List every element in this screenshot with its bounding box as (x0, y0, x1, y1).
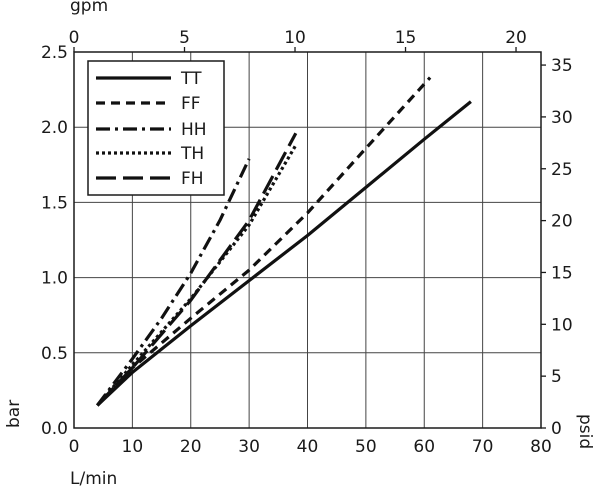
tick-labels: 0 10 20 30 40 50 60 70 800.00.51.01.52.02.50 5 10 1… (41, 28, 573, 457)
y-tick-label: 1.5 (41, 193, 68, 213)
series-layer (96, 76, 472, 407)
series-line-tt (96, 100, 472, 407)
right-tick-label: 10 (551, 315, 573, 335)
y-tick-label: 1.0 (41, 269, 68, 289)
x-tick-label: 40 (297, 437, 319, 457)
top-tick-label: 20 (505, 28, 527, 48)
series-line-ff (96, 76, 432, 407)
right-tick-label: 0 (551, 419, 562, 439)
series-line-hh (96, 158, 251, 407)
x-tick-label: 20 (180, 437, 202, 457)
x-tick-label: 30 (238, 437, 260, 457)
right-tick-label: 15 (551, 263, 573, 283)
y-tick-label: 0.5 (41, 344, 68, 364)
legend-label-tt: TT (180, 69, 202, 89)
legend: TT FF HH TH FH (87, 60, 225, 196)
right-axis-label: psid (575, 414, 595, 449)
right-tick-label: 25 (551, 160, 573, 180)
top-tick-label: 0 (69, 28, 80, 48)
right-tick-label: 30 (551, 108, 573, 128)
legend-label-fh: FH (181, 169, 204, 189)
series-line-th (96, 144, 298, 407)
legend-label-ff: FF (181, 94, 201, 114)
top-tick-label: 5 (179, 28, 190, 48)
right-tick-label: 5 (551, 367, 562, 387)
top-tick-label: 15 (395, 28, 417, 48)
legend-label-hh: HH (181, 120, 207, 140)
x-tick-label: 0 (69, 437, 80, 457)
x-axis-label: L/min (70, 469, 117, 489)
x-tick-label: 80 (530, 437, 552, 457)
x-tick-label: 50 (355, 437, 377, 457)
right-tick-label: 35 (551, 56, 573, 76)
y-tick-label: 0.0 (41, 419, 68, 439)
right-tick-label: 20 (551, 212, 573, 232)
y-axis-label: bar (4, 400, 24, 428)
y-tick-label: 2.0 (41, 118, 68, 138)
x-tick-label: 60 (413, 437, 435, 457)
top-axis-label: gpm (70, 0, 108, 16)
top-tick-label: 10 (284, 28, 306, 48)
y-tick-label: 2.5 (41, 43, 68, 63)
x-tick-label: 70 (472, 437, 494, 457)
plot-frame (73, 51, 542, 429)
x-tick-label: 10 (122, 437, 144, 457)
legend-label-th: TH (180, 144, 204, 164)
series-line-fh (96, 132, 298, 407)
